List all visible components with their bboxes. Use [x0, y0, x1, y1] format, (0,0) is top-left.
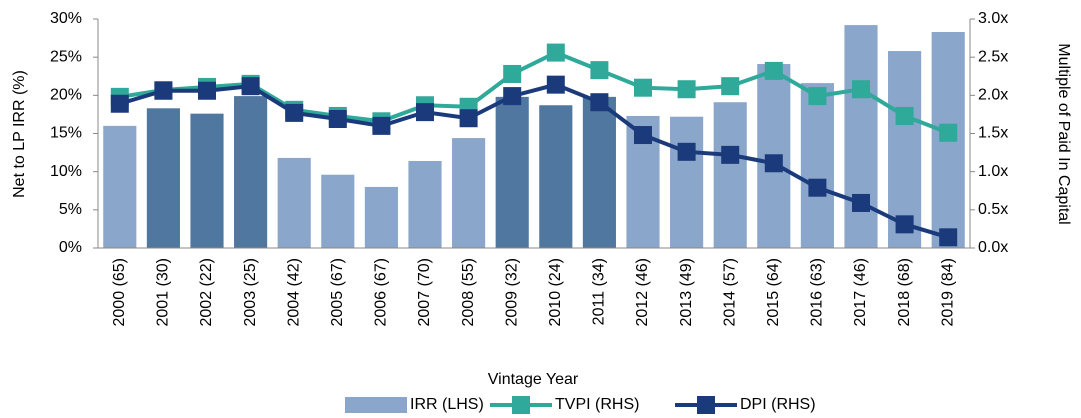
marker — [852, 193, 870, 212]
y-tick-label: 20% — [50, 87, 82, 104]
marker — [154, 81, 173, 100]
marker — [634, 126, 652, 145]
marker — [808, 178, 827, 197]
bar — [495, 96, 529, 248]
x-tick-label: 2013 (49) — [678, 258, 695, 327]
y-tick-label: 5% — [59, 201, 82, 218]
bar — [452, 138, 486, 248]
x-tick-label: 2011 (34) — [591, 258, 608, 325]
x-tick-label: 2009 (32) — [503, 258, 520, 327]
y2-tick-label: 0.5x — [978, 201, 1008, 218]
legend-marker — [512, 396, 530, 414]
bar — [800, 83, 834, 249]
legend-marker — [697, 396, 715, 414]
x-axis-title: Vintage Year — [488, 371, 579, 388]
y2-tick-label: 2.0x — [978, 87, 1008, 104]
x-tick-label: 2003 (25) — [242, 258, 259, 327]
marker — [546, 75, 565, 94]
marker — [241, 77, 260, 96]
marker — [110, 94, 129, 113]
bar — [234, 96, 268, 248]
bar — [539, 105, 573, 248]
y-axis-title: Net to LP IRR (%) — [11, 70, 28, 198]
marker — [372, 116, 391, 135]
x-tick-label: 2017 (46) — [852, 258, 869, 327]
x-tick-label: 2010 (24) — [547, 258, 564, 327]
marker — [503, 87, 522, 106]
marker — [546, 43, 565, 62]
marker — [459, 109, 478, 128]
marker — [721, 77, 740, 96]
marker — [939, 228, 958, 247]
x-tick-label: 2016 (63) — [809, 258, 826, 327]
y2-tick-label: 2.5x — [978, 48, 1008, 65]
marker — [895, 215, 914, 234]
x-tick-label: 2006 (67) — [373, 258, 390, 327]
marker — [416, 103, 434, 122]
y-tick-label: 30% — [50, 10, 82, 27]
y2-tick-label: 1.0x — [978, 163, 1008, 180]
marker — [808, 87, 827, 106]
x-tick-label: 2012 (46) — [634, 258, 651, 327]
x-tick-label: 2004 (42) — [285, 258, 302, 327]
y-tick-label: 10% — [50, 163, 82, 180]
y-tick-label: 15% — [50, 125, 82, 142]
legend-swatch — [345, 397, 407, 413]
y2-tick-label: 1.5x — [978, 125, 1008, 142]
x-tick-label: 2000 (65) — [111, 258, 128, 327]
x-tick-label: 2019 (84) — [939, 258, 956, 327]
bar — [888, 51, 922, 249]
marker — [285, 103, 304, 122]
x-tick-label: 2015 (64) — [765, 258, 782, 327]
legend-label: TVPI (RHS) — [555, 396, 639, 413]
legend-label: DPI (RHS) — [740, 396, 816, 413]
bar — [364, 186, 398, 248]
legend-label: IRR (LHS) — [410, 396, 484, 413]
marker — [634, 78, 652, 97]
marker — [721, 145, 740, 164]
marker — [677, 80, 696, 99]
bar — [844, 25, 878, 249]
y2-axis-title: Multiple of Paid In Capital — [1055, 43, 1072, 224]
bar — [670, 116, 704, 248]
marker — [852, 80, 870, 99]
bar — [103, 125, 137, 248]
bar — [277, 157, 311, 248]
marker — [677, 142, 696, 161]
bar — [582, 96, 616, 248]
marker — [764, 61, 783, 80]
x-tick-label: 2001 (30) — [155, 258, 172, 327]
marker — [939, 123, 958, 142]
bar — [713, 102, 747, 248]
x-tick-label: 2002 (22) — [198, 258, 215, 327]
y2-tick-label: 0.0x — [978, 239, 1008, 256]
marker — [503, 64, 522, 83]
marker — [590, 93, 609, 112]
bar — [146, 108, 180, 248]
x-tick-label: 2005 (67) — [329, 258, 346, 327]
y2-tick-label: 3.0x — [978, 10, 1008, 27]
x-tick-label: 2018 (68) — [896, 258, 913, 327]
bar — [321, 174, 355, 248]
marker — [328, 109, 347, 128]
x-tick-label: 2007 (70) — [416, 258, 433, 327]
marker — [198, 81, 216, 100]
x-tick-label: 2008 (55) — [460, 258, 477, 327]
bar — [190, 113, 224, 248]
bar — [408, 160, 442, 248]
x-tick-label: 2014 (57) — [721, 258, 738, 327]
marker — [764, 154, 783, 173]
y-tick-label: 0% — [59, 239, 82, 256]
marker — [895, 106, 914, 125]
y-tick-label: 25% — [50, 48, 82, 65]
marker — [590, 61, 609, 80]
